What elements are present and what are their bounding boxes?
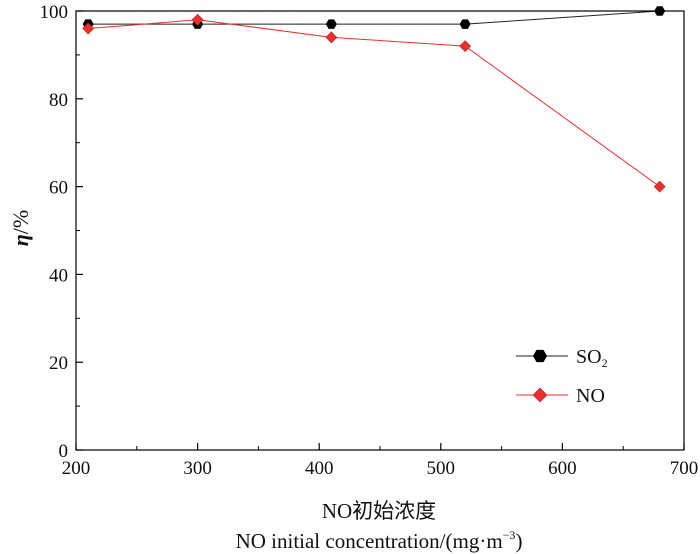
x-tick-label: 500 bbox=[427, 458, 456, 479]
x-tick-label: 300 bbox=[183, 458, 212, 479]
y-tick-label: 60 bbox=[49, 178, 68, 199]
x-axis-title-main: NO initial concentration/(mg·m bbox=[236, 529, 503, 553]
legend: SO2 NO bbox=[516, 346, 608, 407]
y-tick-label: 0 bbox=[59, 441, 69, 462]
data-point-no bbox=[82, 22, 95, 35]
x-axis-title-en: NO initial concentration/(mg·m−3) bbox=[236, 528, 523, 553]
legend-marker-so2 bbox=[533, 349, 547, 363]
data-point-no bbox=[191, 13, 204, 26]
y-tick-label: 100 bbox=[40, 2, 69, 23]
series-line-so2 bbox=[88, 10, 660, 25]
x-tick-label: 400 bbox=[305, 458, 334, 479]
data-point-so2 bbox=[325, 19, 337, 29]
x-axis-title-cn: NO初始浓度 bbox=[322, 499, 436, 523]
data-point-so2 bbox=[459, 19, 471, 29]
series-lines bbox=[88, 10, 660, 188]
y-tick-label: 80 bbox=[49, 90, 68, 111]
x-tick-label: 700 bbox=[670, 458, 699, 479]
legend-label-no: NO bbox=[576, 385, 605, 407]
data-point-no bbox=[459, 40, 472, 53]
x-axis: 200 300 400 500 600 700 bbox=[62, 443, 699, 479]
legend-label-so2-sub: 2 bbox=[602, 356, 608, 370]
x-axis-title-superscript: −3 bbox=[503, 528, 516, 542]
y-axis-title: η/% bbox=[8, 210, 33, 247]
series-markers bbox=[82, 6, 666, 193]
x-tick-label: 200 bbox=[62, 458, 91, 479]
data-point-no bbox=[325, 31, 338, 44]
y-axis-symbol: η bbox=[8, 234, 33, 246]
legend-label-so2-main: SO bbox=[576, 346, 602, 368]
y-tick-label: 40 bbox=[49, 265, 68, 286]
x-tick-label: 600 bbox=[548, 458, 577, 479]
data-point-no bbox=[653, 180, 666, 193]
legend-marker-no bbox=[532, 387, 548, 403]
legend-label-so2: SO2 bbox=[576, 346, 608, 370]
y-tick-label: 20 bbox=[49, 353, 68, 374]
x-axis-title-close: ) bbox=[515, 529, 522, 553]
y-axis: 0 20 40 60 80 100 bbox=[40, 2, 83, 462]
y-axis-unit: /% bbox=[8, 210, 33, 234]
series-line-no bbox=[88, 19, 660, 188]
